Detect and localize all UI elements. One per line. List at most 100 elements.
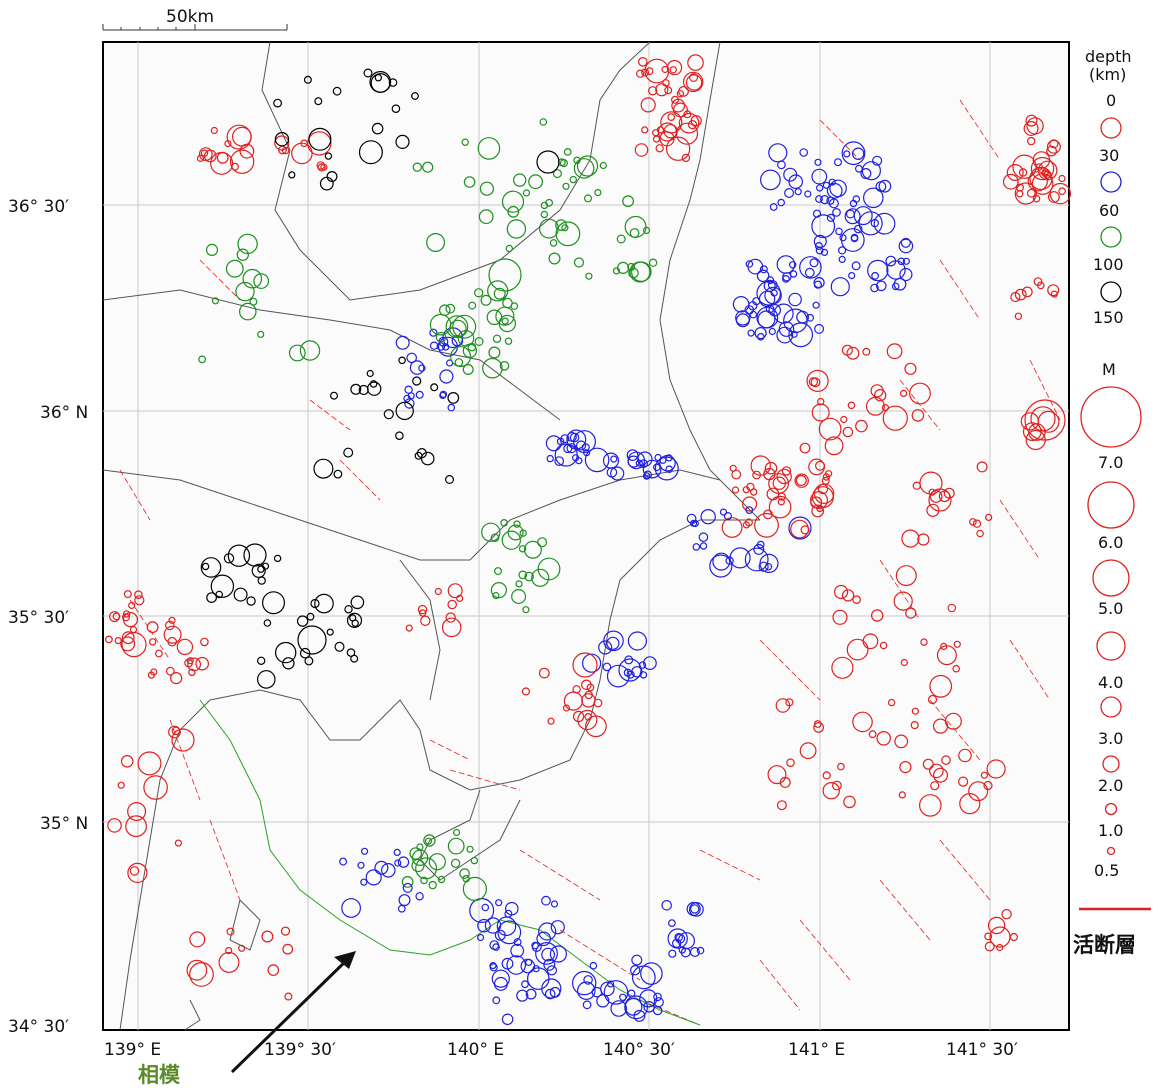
epicenter-circle [573, 257, 585, 268]
epicenter-circle [585, 272, 593, 280]
depth-swatch-100-150 [1100, 281, 1122, 303]
epicenter-circle [343, 447, 354, 458]
epicenter-circle [653, 992, 662, 1002]
epicenter-circle [538, 667, 550, 679]
epicenter-circle [699, 542, 708, 550]
epicenter-circle [721, 517, 743, 538]
epicenter-circle [687, 119, 698, 130]
epicenter-circle [776, 255, 796, 274]
epicenter-circle [231, 162, 240, 171]
epicenter-circle [482, 357, 503, 379]
epicenter-circle [932, 718, 949, 734]
epicenter-circle [871, 155, 883, 166]
epicenter-circle [369, 70, 392, 93]
epicenter-circle [976, 529, 984, 538]
epicenter-circle [768, 303, 781, 317]
epicenter-circle [756, 280, 781, 306]
epicenter-circle [654, 456, 679, 481]
epicenter-circle [843, 150, 851, 158]
epicenter-circle [246, 596, 256, 606]
epicenter-circle [833, 158, 842, 167]
epicenter-circle [599, 161, 607, 170]
epicenter-circle [835, 227, 843, 236]
epicenter-circle [660, 111, 683, 134]
epicenter-circle [735, 313, 750, 328]
epicenter-circle [143, 775, 168, 800]
epicenter-circle [397, 856, 410, 868]
epicenter-circle [665, 136, 691, 161]
epicenter-circle [591, 986, 603, 998]
epicenter-circle [744, 547, 769, 572]
epicenter-circle [1029, 166, 1053, 191]
epicenter-circle [788, 292, 802, 307]
epicenter-circle [256, 670, 276, 689]
epicenter-circle [524, 571, 534, 582]
epicenter-circle [782, 275, 790, 283]
epicenter-circle [522, 189, 531, 197]
active-faults [119, 99, 1061, 1026]
epicenter-circle [655, 144, 664, 153]
epicenter-circle [747, 329, 755, 337]
epicenter-circle [776, 326, 794, 344]
epicenter-circle [754, 512, 779, 538]
epicenter-circle [1025, 114, 1038, 127]
epicenter-circle [350, 654, 359, 663]
epicenter-circle [776, 800, 787, 811]
epicenter-circle [549, 945, 568, 963]
epicenter-circle [424, 837, 433, 845]
epicenter-circle [810, 377, 821, 388]
lon-label-5: 141° E [788, 1040, 845, 1060]
epicenter-circle [280, 926, 291, 936]
epicenter-circle [712, 552, 731, 571]
epicenter-circle [899, 267, 913, 282]
epicenter-circle [846, 346, 860, 360]
epicenter-circle [445, 612, 456, 623]
epicenter-circles [104, 54, 1072, 1026]
epicenter-circle [572, 710, 585, 723]
epicenter-circle [1006, 164, 1024, 182]
epicenter-circle [642, 472, 651, 480]
epicenter-circle [334, 641, 345, 652]
epicenter-circle [824, 436, 844, 456]
epicenter-circle [541, 947, 555, 962]
epicenter-circle [586, 683, 595, 692]
depth-title: depth [1085, 47, 1132, 66]
epicenter-circle [862, 633, 879, 650]
epicenter-circle [492, 996, 501, 1005]
lon-label-4: 140° 30′ [603, 1040, 675, 1060]
epicenter-circle [148, 638, 157, 646]
epicenter-circle [581, 679, 592, 691]
epicenter-circle [461, 138, 469, 146]
epicenter-circle [768, 495, 792, 519]
epicenter-circle [493, 287, 506, 300]
epicenter-circle [700, 509, 716, 525]
epicenter-circle [723, 511, 733, 521]
epicenter-circle [537, 537, 548, 548]
epicenter-circle [766, 276, 775, 285]
epicenter-circle [824, 470, 833, 478]
epicenter-circle [640, 97, 656, 113]
epicenter-circle [500, 518, 508, 527]
epicenter-circle [539, 118, 548, 126]
epicenter-circle [655, 83, 669, 97]
epicenter-circle [402, 882, 413, 893]
epicenter-circle [306, 612, 315, 621]
fault-legend: 活断層 [1073, 907, 1151, 957]
epicenter-circle [200, 557, 222, 578]
epicenter-circle [788, 322, 814, 348]
epicenter-circle [837, 762, 845, 771]
epicenter-circle [573, 156, 581, 165]
epicenter-circle [122, 611, 138, 628]
epicenter-circle [420, 876, 428, 885]
epicenter-circle [690, 904, 700, 914]
epicenter-circle [910, 720, 919, 730]
epicenter-circle [822, 181, 831, 189]
epicenter-circle [813, 720, 822, 728]
epicenter-circle [799, 256, 822, 279]
epicenter-circle [513, 520, 521, 528]
epicenter-circle [445, 303, 456, 314]
epicenter-circle [200, 637, 209, 647]
epicenter-circle [518, 545, 527, 553]
epicenter-circle [227, 544, 251, 567]
epicenter-circle [667, 113, 676, 121]
